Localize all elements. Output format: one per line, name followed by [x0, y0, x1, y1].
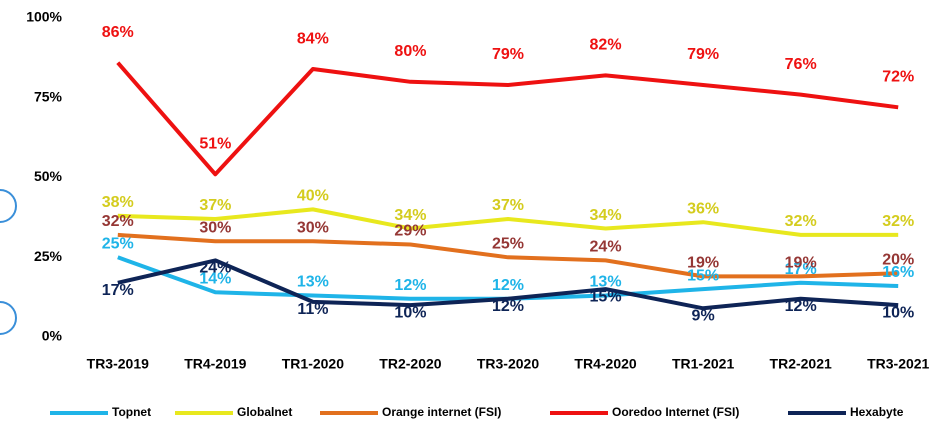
data-label: 14%: [199, 271, 231, 288]
data-label: 10%: [882, 304, 914, 321]
data-label: 36%: [687, 200, 719, 217]
data-label: 51%: [199, 136, 231, 153]
x-tick-label: TR3-2020: [477, 356, 539, 372]
x-tick-label: TR2-2020: [379, 356, 441, 372]
data-label: 24%: [199, 260, 231, 277]
data-label: 30%: [199, 220, 231, 237]
data-label: 12%: [492, 277, 524, 294]
legend-label: Hexabyte: [850, 405, 904, 419]
data-label: 19%: [785, 255, 817, 272]
decor-arc: [0, 301, 17, 335]
data-label: 37%: [492, 197, 524, 214]
y-tick-label: 75%: [34, 88, 63, 104]
data-label: 37%: [199, 197, 231, 214]
data-label: 30%: [297, 220, 329, 237]
data-label: 86%: [102, 24, 134, 41]
data-label: 72%: [882, 69, 914, 86]
data-label: 34%: [590, 207, 622, 224]
data-label: 80%: [394, 43, 426, 60]
data-label: 15%: [590, 288, 622, 305]
data-label: 38%: [102, 194, 134, 211]
series-line: [117, 258, 899, 311]
data-label: 17%: [102, 282, 134, 299]
data-label: 24%: [590, 239, 622, 256]
data-label: 82%: [590, 37, 622, 54]
x-tick-label: TR1-2020: [282, 356, 344, 372]
decor-arc: [0, 189, 17, 223]
legend-label: Orange internet (FSI): [382, 405, 501, 419]
x-tick-label: TR2-2021: [770, 356, 832, 372]
data-label: 12%: [394, 277, 426, 294]
data-label: 19%: [687, 255, 719, 272]
y-tick-label: 50%: [34, 168, 63, 184]
data-label: 79%: [687, 46, 719, 63]
data-label: 29%: [394, 223, 426, 240]
data-label: 16%: [882, 264, 914, 281]
series-line: [117, 207, 899, 237]
x-tick-label: TR4-2019: [184, 356, 246, 372]
data-label: 25%: [492, 235, 524, 252]
data-label: 84%: [297, 30, 329, 47]
data-label: 15%: [687, 267, 719, 284]
legend-label: Ooredoo Internet (FSI): [612, 405, 739, 419]
legend-label: Topnet: [112, 405, 151, 419]
data-label: 12%: [492, 298, 524, 315]
data-label: 13%: [590, 274, 622, 291]
data-label: 25%: [102, 235, 134, 252]
data-label: 11%: [297, 301, 328, 318]
y-tick-label: 25%: [34, 248, 63, 264]
series-line: [116, 61, 899, 177]
series-line: [117, 232, 899, 279]
data-label: 32%: [785, 213, 817, 230]
data-label: 13%: [297, 274, 329, 291]
data-label: 76%: [785, 56, 817, 73]
y-tick-label: 0%: [42, 328, 63, 344]
data-label: 10%: [394, 304, 426, 321]
data-label: 9%: [692, 308, 715, 325]
x-tick-label: TR3-2019: [87, 356, 149, 372]
x-tick-label: TR1-2021: [672, 356, 734, 372]
y-tick-label: 100%: [26, 9, 62, 25]
data-label: 40%: [297, 188, 329, 205]
x-tick-label: TR4-2020: [574, 356, 636, 372]
data-label: 17%: [785, 261, 817, 278]
legend-label: Globalnet: [237, 405, 292, 419]
x-tick-label: TR3-2021: [867, 356, 929, 372]
data-label: 79%: [492, 46, 524, 63]
data-label: 32%: [102, 213, 134, 230]
data-label: 32%: [882, 213, 914, 230]
data-label: 34%: [394, 207, 426, 224]
data-label: 20%: [882, 251, 914, 268]
data-label: 12%: [785, 298, 817, 315]
